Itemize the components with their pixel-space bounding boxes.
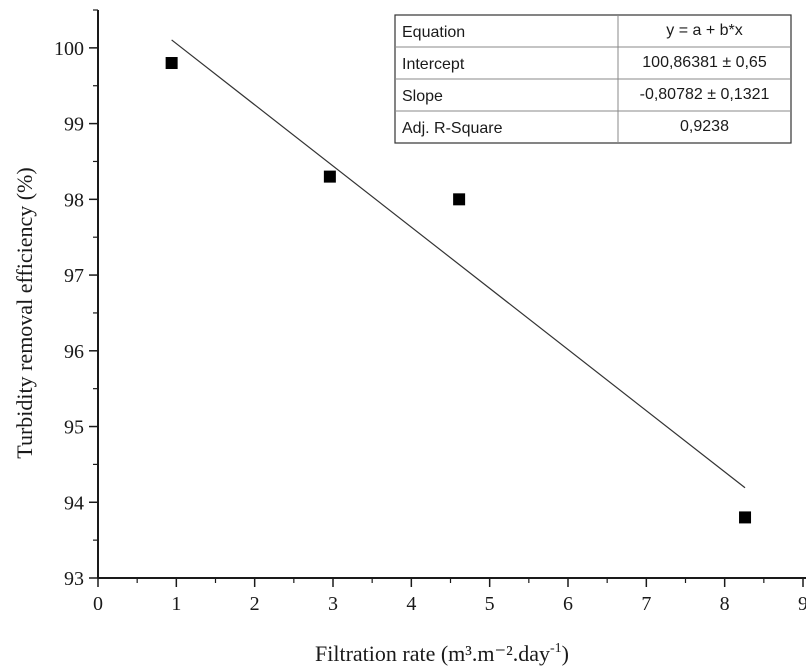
- x-axis-label-superscript: -1: [550, 641, 562, 656]
- y-tick-label: 100: [54, 38, 84, 60]
- fit-table-key: Adj. R-Square: [402, 120, 503, 137]
- y-tick-label: 99: [64, 114, 84, 136]
- x-tick-label: 5: [485, 593, 495, 615]
- x-axis-ticks: 0 1 2 3 4 5 6 7 8 9: [93, 578, 806, 615]
- fit-table-key: Slope: [402, 88, 443, 105]
- y-axis-label: Turbidity removal efficiency (%): [12, 167, 37, 458]
- fit-table-key: Intercept: [402, 56, 465, 73]
- y-tick-label: 93: [64, 568, 84, 590]
- x-tick-label: 8: [720, 593, 730, 615]
- data-point: [739, 511, 751, 523]
- data-point: [453, 193, 465, 205]
- fit-table-value: -0,80782 ± 0,1321: [640, 86, 770, 103]
- y-axis-ticks: 93 94 95 96 97 98 99 100: [54, 10, 98, 590]
- data-point: [166, 57, 178, 69]
- x-tick-label: 3: [328, 593, 338, 615]
- x-axis-label: Filtration rate (m³.m⁻².day-1): [315, 641, 569, 666]
- fit-table-value: 100,86381 ± 0,65: [642, 54, 767, 71]
- y-tick-label: 96: [64, 341, 84, 363]
- x-tick-label: 4: [406, 593, 416, 615]
- fit-results-table: Equation y = a + b*x Intercept 100,86381 ± …: [395, 15, 791, 143]
- x-tick-label: 7: [641, 593, 651, 615]
- y-tick-label: 95: [64, 417, 84, 439]
- fit-table-value: y = a + b*x: [666, 22, 743, 39]
- x-axis-label-close: ): [562, 641, 569, 666]
- x-tick-label: 2: [250, 593, 260, 615]
- x-tick-label: 0: [93, 593, 103, 615]
- x-tick-label: 6: [563, 593, 573, 615]
- y-tick-label: 94: [64, 492, 84, 514]
- fit-table-value: 0,9238: [680, 118, 729, 135]
- fit-table-key: Equation: [402, 24, 465, 41]
- data-point: [324, 171, 336, 183]
- x-tick-label: 9: [798, 593, 806, 615]
- x-tick-label: 1: [171, 593, 181, 615]
- y-tick-label: 98: [64, 189, 84, 211]
- y-tick-label: 97: [64, 265, 84, 287]
